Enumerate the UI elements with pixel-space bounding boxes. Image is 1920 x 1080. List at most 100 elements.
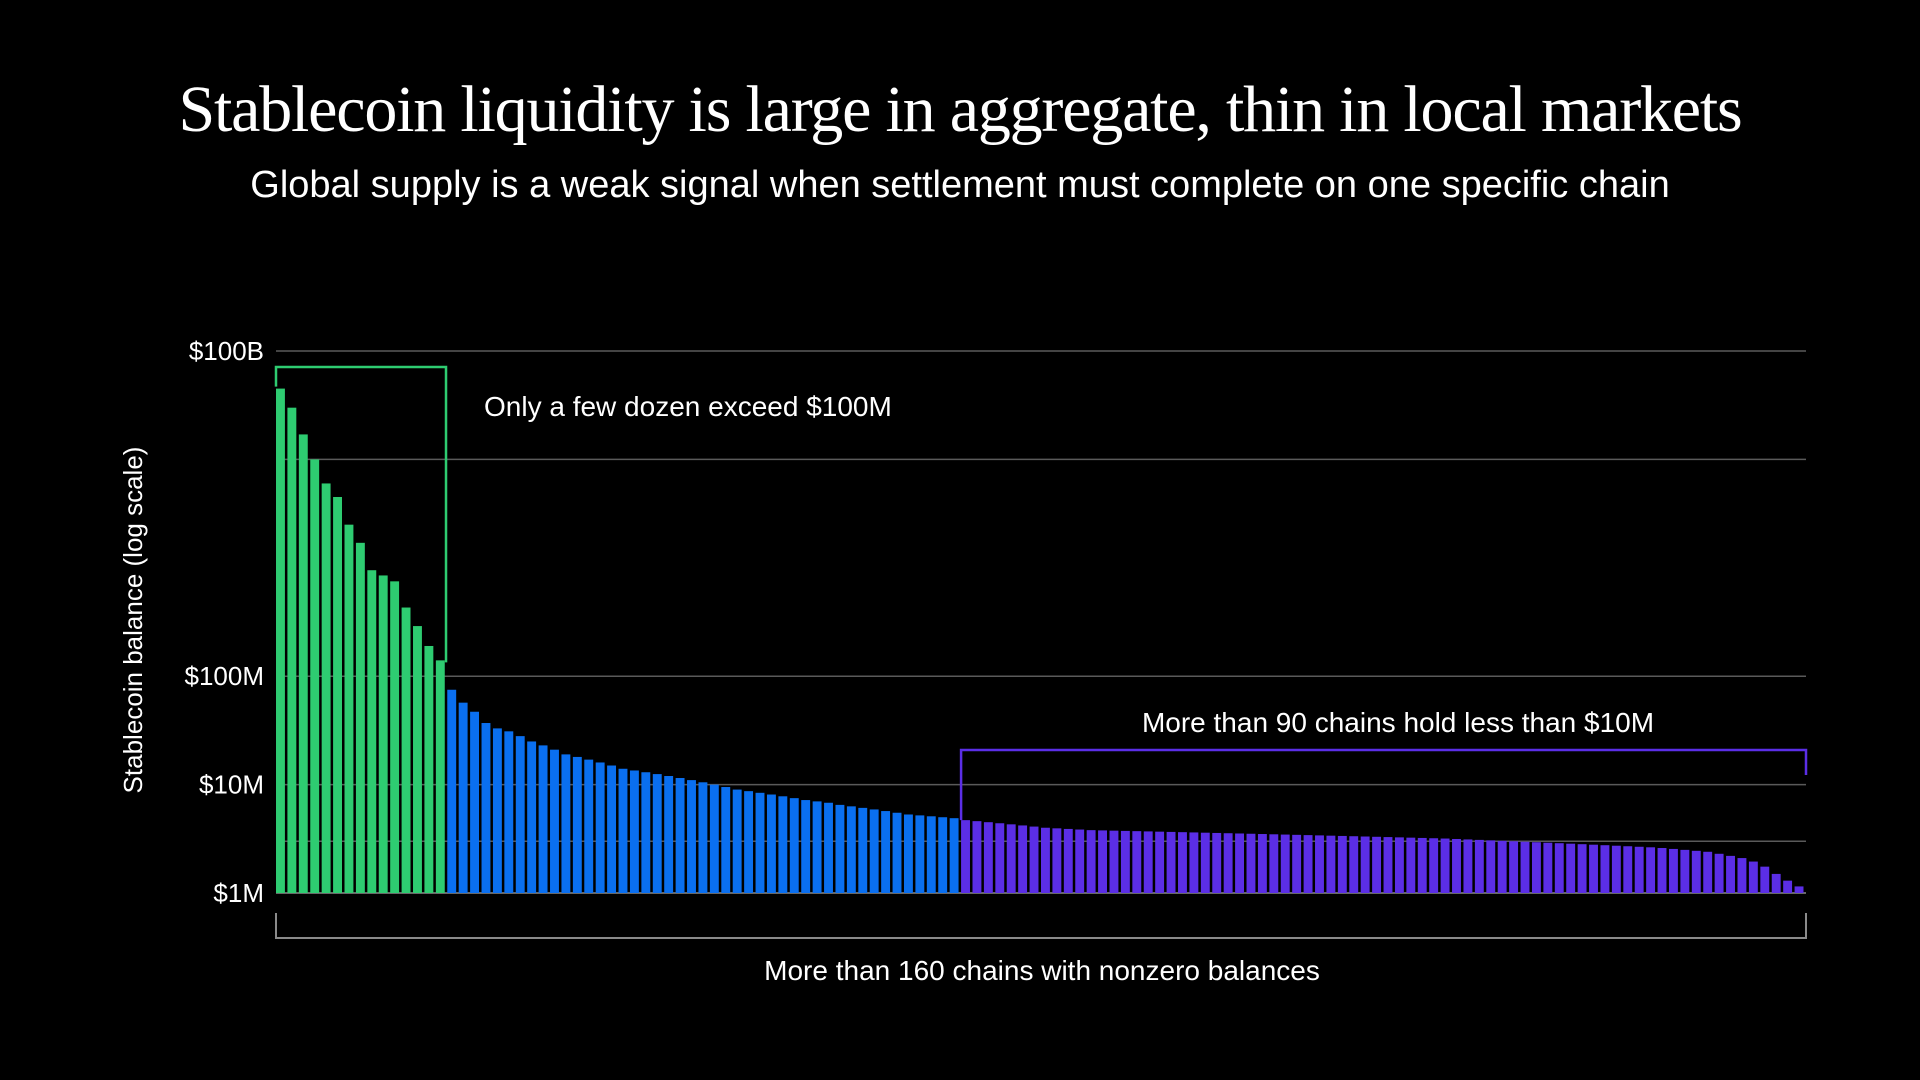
bar	[618, 768, 628, 893]
bar	[1509, 841, 1519, 893]
annotations: Only a few dozen exceed $100M More than 9…	[274, 365, 1808, 939]
annotation-bracket-purple	[959, 748, 1808, 821]
bar	[915, 815, 925, 893]
bar	[1075, 829, 1085, 893]
bar	[355, 542, 365, 893]
bar	[1383, 837, 1393, 893]
bar	[1143, 831, 1153, 893]
bar	[1760, 866, 1770, 893]
bar	[424, 645, 434, 893]
bar	[447, 689, 457, 893]
bar	[1394, 837, 1404, 893]
bar	[1520, 841, 1530, 893]
bar	[1657, 848, 1667, 893]
bar	[641, 772, 651, 893]
bar	[664, 776, 674, 893]
bar	[949, 818, 959, 893]
annotation-label-green: Only a few dozen exceed $100M	[484, 391, 892, 422]
bar	[515, 736, 525, 893]
bar	[1634, 846, 1644, 893]
bar	[1623, 846, 1633, 893]
bar	[1554, 843, 1564, 893]
bar	[995, 823, 1005, 893]
bar	[378, 575, 388, 893]
bar	[1109, 830, 1119, 893]
annotation-label-purple: More than 90 chains hold less than $10M	[1142, 707, 1654, 738]
bar	[492, 728, 502, 893]
bar	[1726, 855, 1735, 893]
bar	[527, 741, 537, 893]
bar	[789, 798, 799, 893]
bar	[709, 784, 719, 893]
bar	[721, 787, 731, 893]
bar	[367, 570, 377, 893]
bar	[1303, 835, 1313, 893]
bar	[1600, 845, 1610, 893]
bar	[1372, 836, 1382, 893]
bar	[698, 782, 708, 893]
bar	[1063, 828, 1073, 893]
bar	[983, 822, 993, 893]
y-tick-label: $1M	[213, 878, 264, 908]
bar	[881, 811, 891, 893]
bar	[1360, 836, 1370, 893]
bar	[1703, 851, 1713, 893]
bar	[1029, 826, 1039, 893]
bar	[1132, 831, 1142, 893]
bar	[1223, 833, 1233, 893]
bar	[1486, 840, 1496, 893]
bar	[1748, 861, 1758, 893]
y-tick-label: $100B	[189, 336, 264, 366]
bar	[732, 789, 742, 893]
bar	[550, 749, 559, 893]
bar	[1178, 832, 1187, 893]
bar	[1235, 833, 1245, 893]
bar	[595, 762, 605, 893]
bar	[778, 796, 788, 893]
bar	[629, 770, 639, 893]
bar	[607, 765, 617, 893]
bar	[561, 754, 571, 893]
bar	[1052, 828, 1062, 893]
y-tick-label: $100M	[185, 661, 265, 691]
bar	[413, 626, 422, 893]
bar	[1646, 847, 1656, 893]
bar	[1429, 838, 1439, 893]
y-tick-label: $10M	[199, 770, 264, 800]
bar	[1417, 837, 1427, 893]
bar	[1326, 835, 1336, 893]
bar	[869, 809, 879, 893]
bar	[1280, 834, 1290, 893]
bar	[972, 821, 982, 893]
bar	[1440, 838, 1450, 893]
bar	[1006, 824, 1016, 893]
bar	[1337, 835, 1347, 893]
bar	[1680, 849, 1690, 893]
bar	[1794, 886, 1804, 893]
bar	[1497, 840, 1507, 893]
bar	[572, 756, 582, 893]
bar	[1737, 858, 1747, 893]
bar	[892, 812, 902, 893]
bar	[812, 801, 822, 893]
bar	[1212, 832, 1222, 893]
bar	[333, 496, 342, 893]
bar	[470, 711, 480, 893]
bar	[1474, 839, 1484, 893]
bars	[276, 388, 1804, 893]
annotation-bracket-green	[274, 365, 448, 663]
bar	[1246, 833, 1256, 893]
bar	[310, 459, 320, 893]
chart-title: Stablecoin liquidity is large in aggrega…	[178, 73, 1742, 146]
bar	[1668, 848, 1678, 893]
bar	[276, 388, 285, 893]
y-axis-label: Stablecoin balance (log scale)	[118, 447, 148, 794]
bar	[1577, 844, 1587, 893]
x-axis-label: More than 160 chains with nonzero balanc…	[764, 955, 1320, 986]
bar	[435, 660, 445, 893]
bar	[1566, 843, 1576, 893]
y-axis: $100B $100M $10M $1M	[185, 336, 265, 908]
bar	[1714, 853, 1724, 893]
